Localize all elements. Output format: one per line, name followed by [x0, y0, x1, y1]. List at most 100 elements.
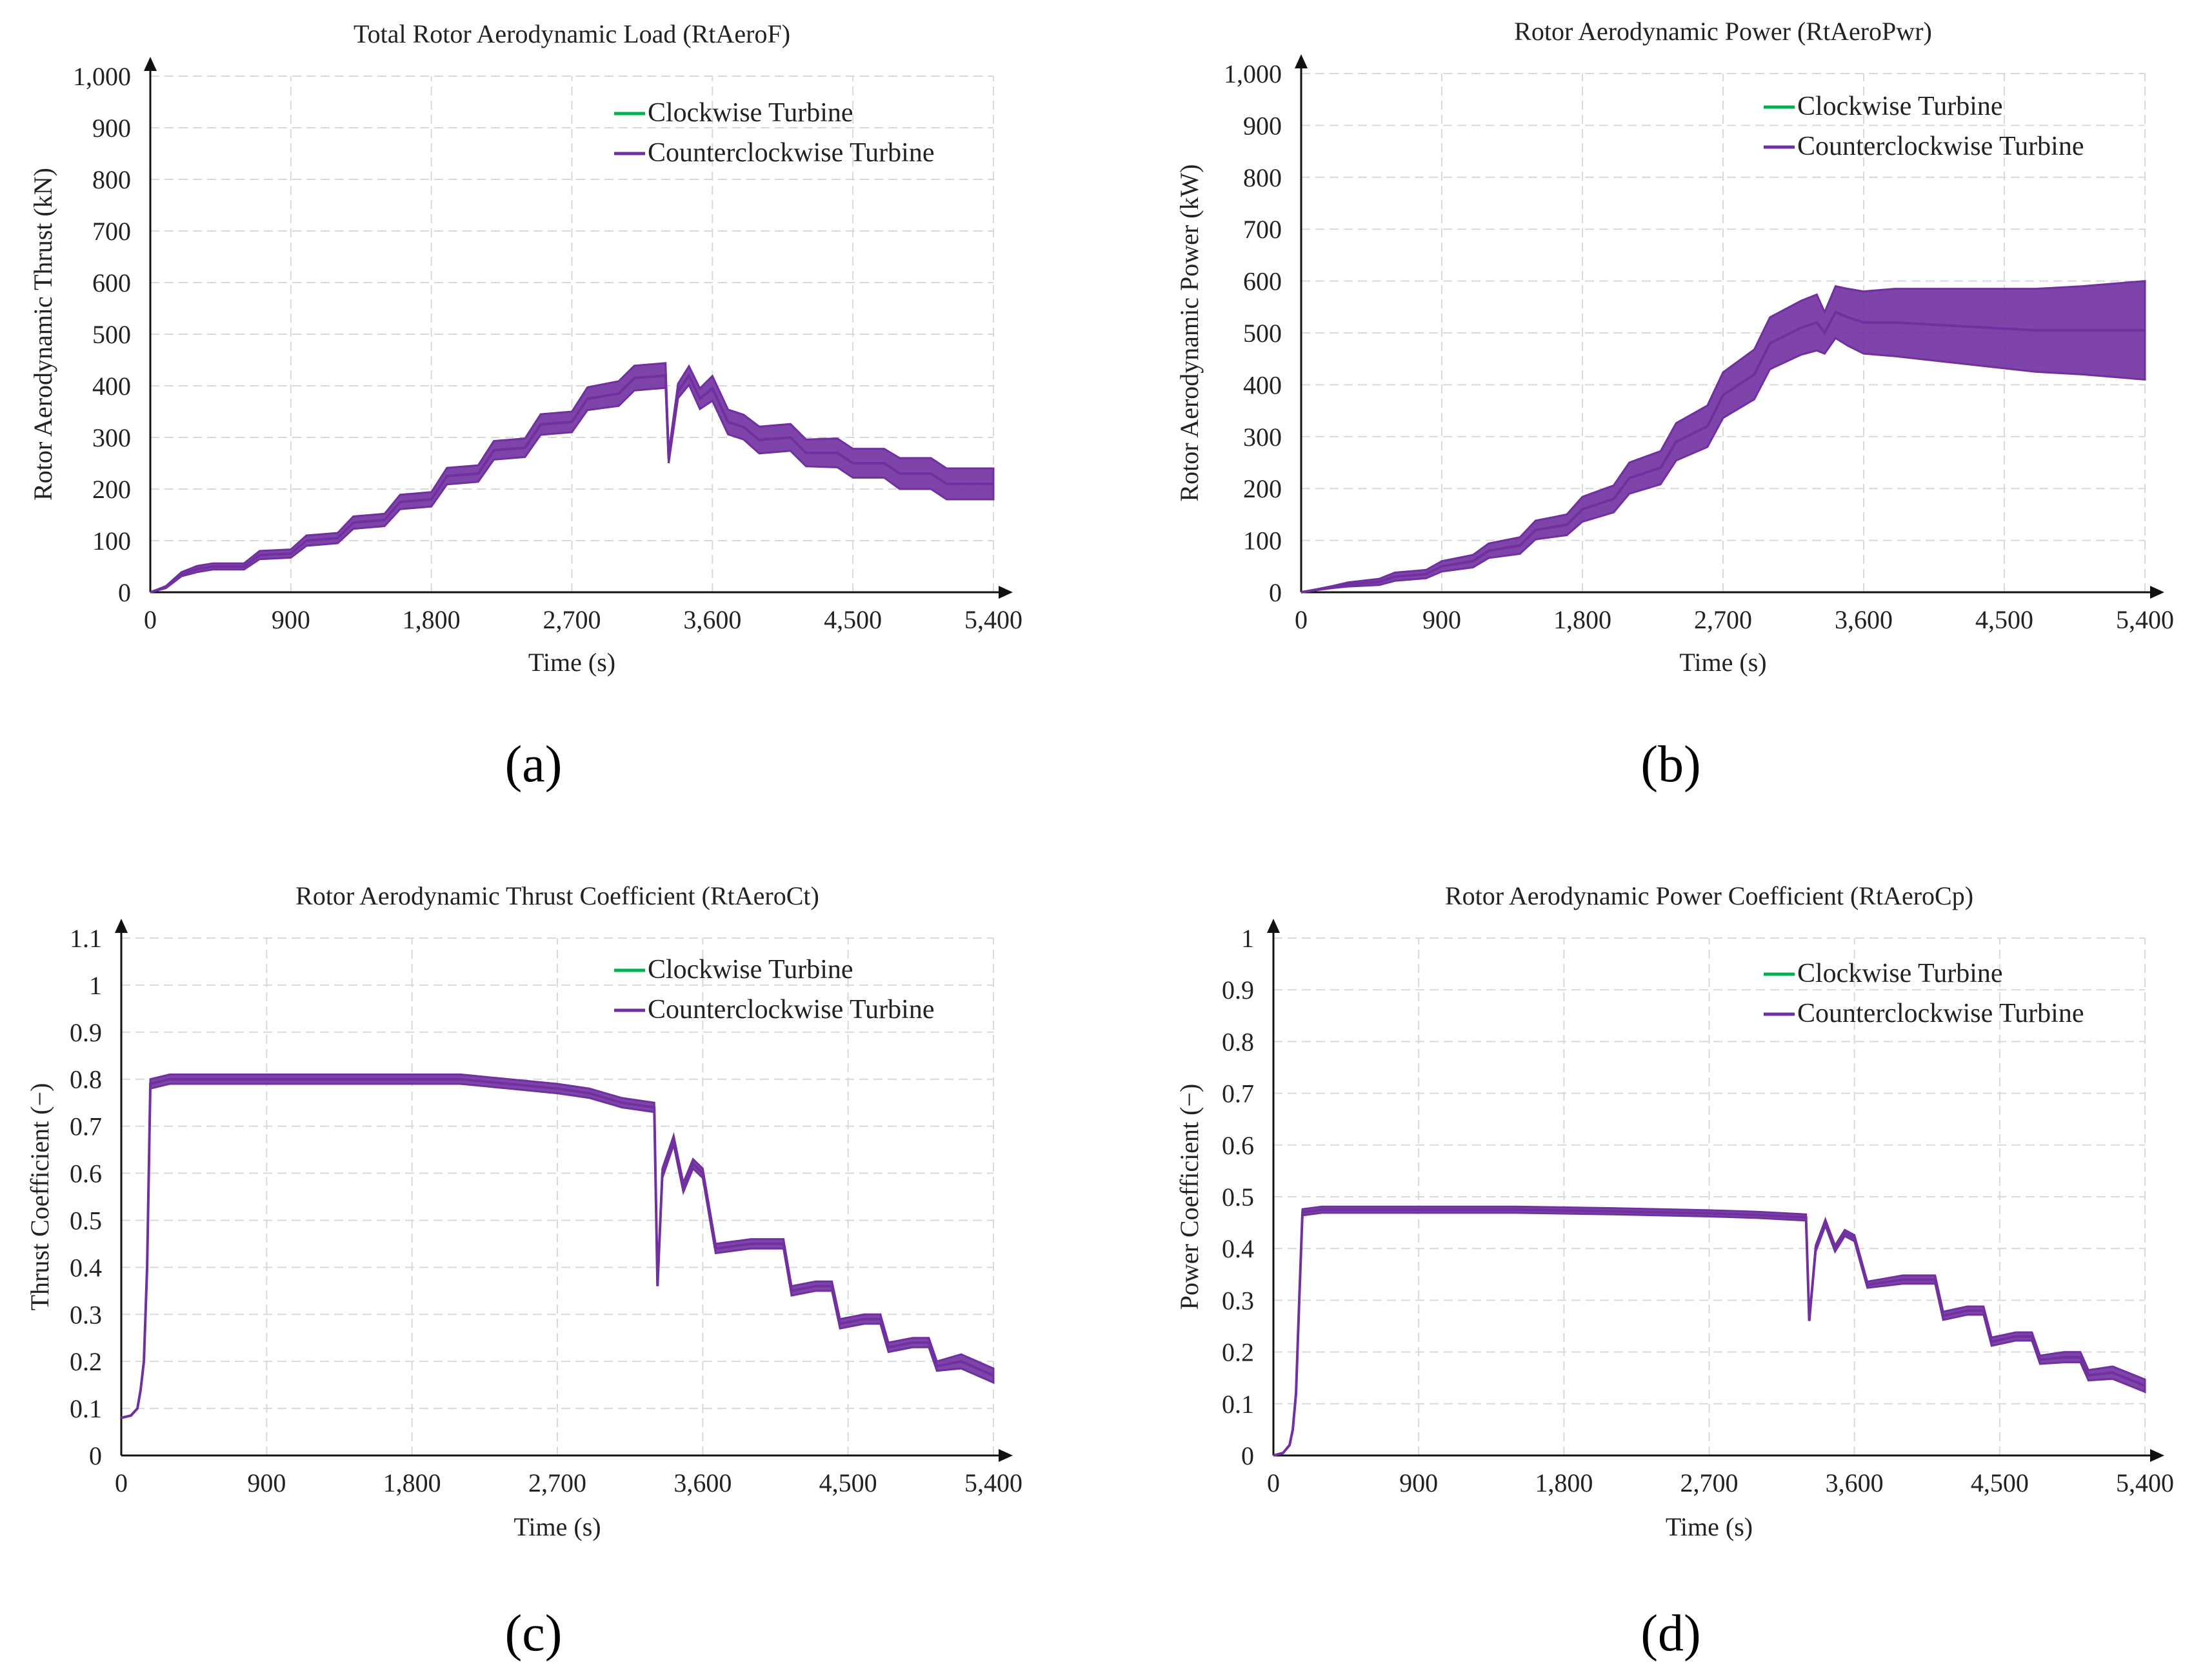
- x-tick-label: 1,800: [1553, 605, 1611, 634]
- y-tick-label: 1.1: [70, 924, 102, 953]
- y-tick-label: 1,000: [1224, 59, 1282, 88]
- y-tick-label: 0.5: [1222, 1183, 1254, 1212]
- y-axis-label: Rotor Aerodynamic Thrust (kN): [28, 168, 57, 501]
- x-axis-label: Time (s): [1679, 648, 1766, 677]
- y-tick-label: 800: [92, 165, 131, 194]
- legend-label: Clockwise Turbine: [1797, 92, 2003, 121]
- x-tick-label: 3,600: [673, 1468, 732, 1497]
- series-line-1: [1301, 310, 2145, 594]
- y-tick-label: 0.4: [1222, 1234, 1254, 1263]
- y-tick-label: 0.3: [1222, 1286, 1254, 1315]
- x-tick-label: 2,700: [528, 1468, 586, 1497]
- y-tick-label: 900: [1243, 111, 1282, 140]
- x-tick-label: 3,600: [683, 605, 741, 634]
- y-tick-label: 0.2: [1222, 1338, 1254, 1367]
- series-line-1: [121, 1077, 994, 1419]
- chart-title: Rotor Aerodynamic Power (RtAeroPwr): [1514, 17, 1932, 46]
- y-tick-label: 200: [1243, 474, 1282, 503]
- series-line-1: [1273, 1208, 2146, 1457]
- y-axis-label: Power Coefficient (−): [1175, 1084, 1204, 1310]
- y-tick-label: 800: [1243, 163, 1282, 192]
- y-tick-label: 0.8: [70, 1065, 102, 1094]
- y-tick-label: 200: [92, 475, 131, 504]
- y-tick-label: 0.6: [1222, 1131, 1254, 1160]
- y-axis-arrow: [1267, 919, 1280, 933]
- chart-panel-a: 0 900 1,800 2,700 3,600 4,500 5,400 0 100 200 300 4…: [0, 0, 1101, 840]
- x-axis-label: Time (s): [513, 1512, 601, 1541]
- x-tick-label: 0: [115, 1468, 128, 1497]
- y-tick-label: 0.9: [70, 1018, 102, 1047]
- y-tick-label: 0.1: [70, 1394, 102, 1423]
- y-tick-label: 1: [1241, 924, 1254, 953]
- legend-label: Clockwise Turbine: [1797, 959, 2003, 988]
- x-tick-label: 5,400: [964, 1468, 1022, 1497]
- y-axis-label: Rotor Aerodynamic Power (kW): [1175, 164, 1204, 501]
- y-tick-label: 700: [1243, 215, 1282, 244]
- x-axis-arrow: [999, 1449, 1013, 1462]
- y-tick-label: 0: [1241, 1441, 1254, 1470]
- chart-b-svg: 0 900 1,800 2,700 3,600 4,500 5,400 0 100 200 300 4…: [1175, 17, 2174, 677]
- x-axis-label: Time (s): [1666, 1512, 1753, 1541]
- y-axis-arrow: [144, 57, 157, 71]
- chart-a-svg: 0 900 1,800 2,700 3,600 4,500 5,400 0 100 200 300 4…: [28, 19, 1022, 677]
- y-tick-label: 0.6: [70, 1159, 102, 1188]
- y-tick-label: 1,000: [73, 62, 131, 91]
- y-tick-label: 400: [1243, 370, 1282, 399]
- y-tick-label: 0.7: [70, 1112, 102, 1141]
- legend-label: Clockwise Turbine: [648, 98, 853, 128]
- x-tick-label: 1,800: [403, 605, 461, 634]
- y-tick-label: 500: [1243, 319, 1282, 348]
- x-tick-label: 2,700: [543, 605, 601, 634]
- chart-title: Rotor Aerodynamic Power Coefficient (RtA…: [1445, 881, 1973, 910]
- y-tick-label: 0.1: [1222, 1390, 1254, 1419]
- panel-label-b: (b): [1640, 736, 1701, 793]
- y-tick-label: 0: [1269, 578, 1282, 607]
- chart-title: Total Rotor Aerodynamic Load (RtAeroF): [354, 19, 790, 48]
- y-axis-arrow: [1295, 54, 1308, 68]
- y-tick-label: 0.4: [70, 1253, 102, 1282]
- x-tick-label: 1,800: [1535, 1468, 1593, 1497]
- y-tick-label: 300: [1243, 423, 1282, 452]
- x-tick-label: 4,500: [824, 605, 882, 634]
- x-tick-label: 0: [1267, 1468, 1280, 1497]
- x-tick-label: 900: [1399, 1468, 1438, 1497]
- y-tick-label: 100: [1243, 526, 1282, 555]
- chart-panel-c: 0 900 1,800 2,700 3,600 4,500 5,400 0 0.1 0.2 0.3 0…: [0, 840, 1101, 1680]
- chart-d-svg: 0 900 1,800 2,700 3,600 4,500 5,400 0 0.1 0.2 0.3 0…: [1175, 881, 2174, 1541]
- x-tick-label: 3,600: [1835, 605, 1893, 634]
- y-tick-label: 300: [92, 423, 131, 452]
- y-tick-label: 0: [89, 1441, 102, 1470]
- chart-title: Rotor Aerodynamic Thrust Coefficient (Rt…: [295, 881, 819, 910]
- x-tick-label: 4,500: [819, 1468, 877, 1497]
- legend-label: Clockwise Turbine: [648, 955, 853, 985]
- x-tick-label: 5,400: [2116, 1468, 2174, 1497]
- x-tick-label: 1,800: [383, 1468, 441, 1497]
- x-tick-label: 0: [1295, 605, 1308, 634]
- x-tick-label: 2,700: [1694, 605, 1752, 634]
- x-axis-arrow: [999, 586, 1013, 599]
- y-tick-label: 0.2: [70, 1347, 102, 1376]
- series-line-1: [150, 373, 993, 594]
- y-tick-label: 700: [92, 217, 131, 246]
- x-axis-label: Time (s): [528, 648, 615, 677]
- chart-panel-d: 0 900 1,800 2,700 3,600 4,500 5,400 0 0.1 0.2 0.3 0…: [1101, 840, 2202, 1680]
- y-tick-label: 400: [92, 372, 131, 401]
- x-tick-label: 2,700: [1680, 1468, 1739, 1497]
- x-tick-label: 5,400: [2116, 605, 2174, 634]
- x-tick-label: 900: [1422, 605, 1461, 634]
- x-tick-label: 3,600: [1826, 1468, 1884, 1497]
- x-tick-label: 4,500: [1971, 1468, 2029, 1497]
- y-tick-label: 600: [92, 268, 131, 297]
- x-tick-label: 0: [144, 605, 157, 634]
- x-tick-label: 5,400: [964, 605, 1022, 634]
- y-tick-label: 0.3: [70, 1300, 102, 1329]
- legend-label: Counterclockwise Turbine: [648, 995, 934, 1025]
- x-tick-label: 4,500: [1975, 605, 2033, 634]
- y-tick-label: 0.7: [1222, 1079, 1254, 1108]
- y-tick-label: 600: [1243, 267, 1282, 296]
- y-axis-label: Thrust Coefficient (−): [25, 1083, 54, 1311]
- y-tick-label: 1: [89, 971, 102, 1000]
- panel-label-c: (c): [504, 1605, 563, 1662]
- y-tick-label: 0: [118, 578, 131, 607]
- y-tick-label: 100: [92, 526, 131, 555]
